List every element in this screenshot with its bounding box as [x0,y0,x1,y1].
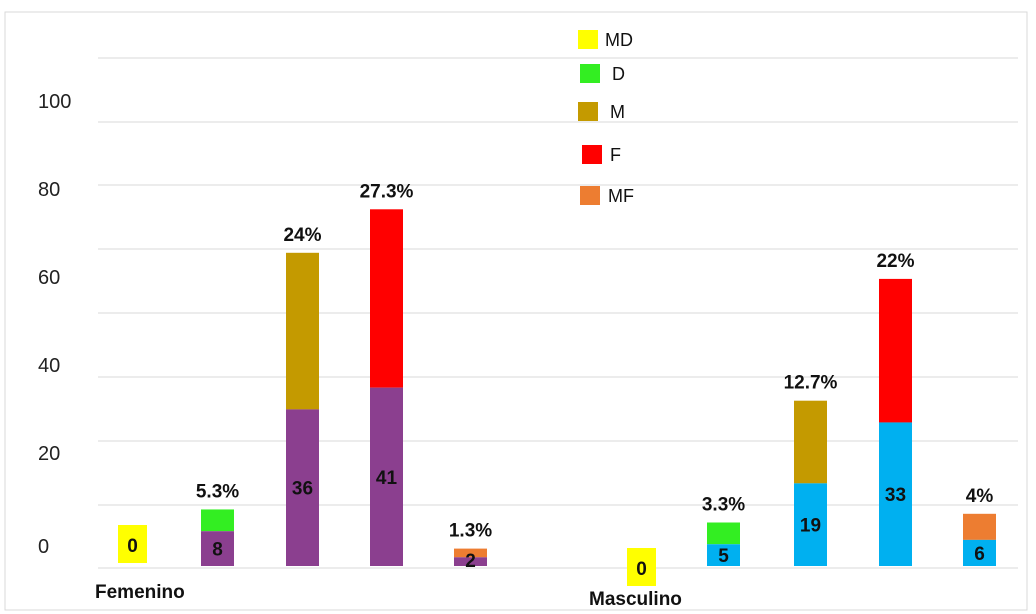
y-tick-label: 100 [38,91,71,113]
bar-value-label: 0 [636,559,647,580]
bar-percent-label: 4% [966,486,994,507]
y-tick-label: 60 [38,267,60,289]
bar-percent-label: 3.3% [702,495,745,516]
gridlines [98,57,1018,569]
bar-masculino-md [627,548,656,586]
bar-femenino-d-lower [201,531,234,566]
legend-swatch-m [578,102,598,121]
bar-percent-label: 5.3% [196,481,239,502]
group-label-femenino: Femenino [95,582,185,603]
bar-percent-label: 24% [283,225,321,246]
bar-value-label: 2 [465,551,476,572]
bar-masculino-d-lower [707,544,740,566]
bar-value-label: 41 [376,468,398,489]
bar-percent-label: 27.3% [360,181,414,202]
bar-masculino-f-lower [879,422,912,566]
bar-value-label: 8 [212,540,223,561]
y-tick-label: 0 [38,536,49,558]
bar-femenino-d-upper [201,509,234,532]
bar-percent-label: 1.3% [449,521,492,542]
bar-value-label: 0 [127,536,138,557]
legend-label-d: D [612,64,625,84]
bar-femenino-mf-upper [454,548,487,558]
bar-percent-label: 12.7% [784,373,838,394]
bar-value-label: 19 [800,516,821,537]
bar-percent-label: 22% [876,251,914,272]
y-tick-label: 20 [38,443,60,465]
bar-value-label: 33 [885,485,906,506]
legend-swatch-d [580,64,600,83]
bar-femenino-m-upper [286,252,319,410]
bar-masculino-d-upper [707,522,740,545]
legend-swatch-f [582,145,602,164]
bar-value-label: 6 [974,544,985,565]
bar-masculino-mf-lower [963,539,996,566]
bar-value-label: 36 [292,479,313,500]
bar-masculino-m-lower [794,483,827,566]
legend-label-mf: MF [608,186,634,206]
legend-label-md: MD [605,30,633,50]
bar-femenino-f-lower [370,387,403,566]
bar-value-label: 5 [718,546,729,567]
bars: 0 8 5.3% 36 24% 41 27.3% 2 1.3% Femenino 0 5 3.3% 19 1… [95,181,996,610]
bar-masculino-m-upper [794,400,827,484]
y-tick-label: 40 [38,355,60,377]
y-axis: 0 20 40 60 80 100 [38,91,71,558]
bar-femenino-md [118,525,147,563]
bar-femenino-m-lower [286,409,319,566]
legend-swatch-mf [580,186,600,205]
legend-label-f: F [610,145,621,165]
y-tick-label: 80 [38,179,60,201]
bar-masculino-f-upper [879,278,912,423]
legend-swatch-md [578,30,598,49]
group-label-masculino: Masculino [589,589,682,610]
bar-femenino-mf-lower [454,557,487,566]
legend-label-m: M [610,102,625,122]
bar-femenino-f-upper [370,209,403,388]
chart-frame [4,11,1028,611]
bar-masculino-mf-upper [963,513,996,540]
